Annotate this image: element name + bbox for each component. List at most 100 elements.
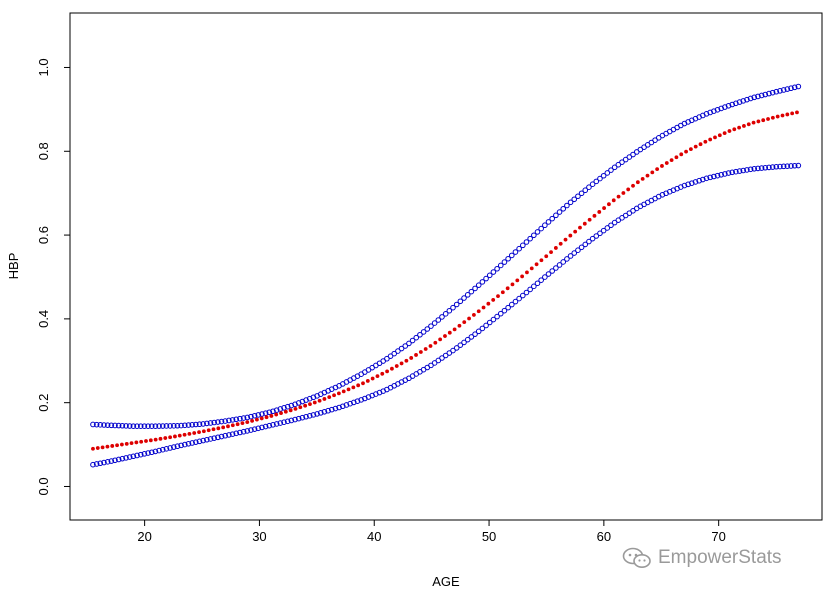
data-point (375, 374, 380, 379)
data-point (380, 371, 385, 376)
data-point (582, 241, 589, 248)
data-point (744, 167, 750, 173)
data-point (531, 283, 537, 290)
data-point (215, 434, 221, 441)
data-point (112, 422, 118, 429)
data-point (115, 456, 122, 463)
data-point (622, 156, 629, 163)
data-point (773, 88, 780, 95)
data-point (615, 161, 622, 168)
data-point (341, 389, 346, 394)
data-point (751, 120, 756, 125)
data-point (571, 250, 578, 256)
data-point (230, 423, 235, 428)
data-point (387, 353, 394, 359)
data-point (751, 94, 758, 101)
data-point (486, 301, 491, 306)
data-point (669, 158, 674, 163)
data-point (119, 455, 126, 462)
data-point (182, 422, 188, 429)
data-point (145, 450, 151, 456)
wechat-icon (622, 547, 651, 568)
data-point (788, 85, 794, 92)
data-point (600, 172, 607, 179)
x-tick-label: 30 (252, 529, 266, 544)
data-point (611, 198, 616, 203)
data-point (640, 177, 645, 181)
data-point (144, 439, 148, 443)
data-point (394, 364, 399, 368)
data-point (173, 434, 177, 439)
data-point (450, 304, 456, 311)
data-point (264, 415, 269, 420)
data-point (269, 414, 274, 418)
data-point (163, 436, 168, 440)
data-point (717, 133, 722, 138)
data-point (346, 387, 351, 392)
data-point (575, 193, 581, 200)
data-point (428, 323, 434, 329)
data-point (328, 406, 335, 413)
data-point (747, 95, 754, 102)
data-point (130, 423, 137, 429)
data-point (204, 420, 210, 427)
data-point (336, 404, 342, 411)
data-point (347, 400, 353, 407)
x-axis-label: AGE (432, 574, 460, 589)
y-tick-label: 0.2 (36, 394, 51, 412)
data-point (119, 442, 124, 447)
data-point (655, 167, 660, 172)
data-point (259, 424, 265, 431)
data-point (446, 350, 453, 356)
data-point (608, 167, 614, 173)
data-point (553, 246, 558, 250)
data-point (104, 459, 111, 465)
data-point (237, 429, 243, 436)
data-point (317, 398, 322, 403)
watermark-text: EmpowerStats (658, 547, 782, 568)
data-point (134, 423, 140, 429)
data-point (520, 242, 526, 249)
data-point (308, 402, 312, 406)
data-point (780, 87, 787, 93)
data-point (259, 416, 264, 421)
data-point (314, 411, 320, 417)
data-point (277, 406, 284, 412)
data-point (163, 423, 170, 429)
data-point (123, 423, 129, 429)
data-point (777, 88, 783, 94)
data-point (457, 298, 464, 305)
data-point (751, 165, 758, 172)
data-point (339, 403, 346, 410)
data-point (529, 266, 534, 271)
data-point (560, 205, 567, 212)
data-point (148, 449, 155, 456)
data-point (417, 331, 423, 338)
data-point (207, 436, 214, 442)
data-point (500, 290, 505, 295)
data-point (795, 83, 802, 90)
x-tick-label: 40 (367, 529, 381, 544)
y-axis: 0.0 0.2 0.4 0.6 0.8 1.0 (36, 58, 70, 496)
data-point (453, 345, 460, 351)
data-point (292, 416, 298, 423)
data-point (273, 407, 280, 413)
data-point (512, 249, 519, 255)
data-point (270, 408, 276, 415)
data-point (303, 413, 309, 420)
data-point (245, 420, 250, 424)
data-point (766, 117, 770, 121)
data-point (538, 225, 544, 232)
data-point (602, 206, 606, 210)
data-point (462, 320, 467, 325)
data-point (177, 433, 182, 438)
data-point (312, 400, 317, 405)
data-point (531, 232, 537, 239)
data-point (698, 142, 703, 147)
data-point (90, 421, 96, 428)
data-point (178, 442, 184, 449)
data-point (545, 271, 552, 277)
data-point (568, 233, 573, 238)
data-point (240, 428, 247, 435)
data-point (283, 409, 288, 414)
